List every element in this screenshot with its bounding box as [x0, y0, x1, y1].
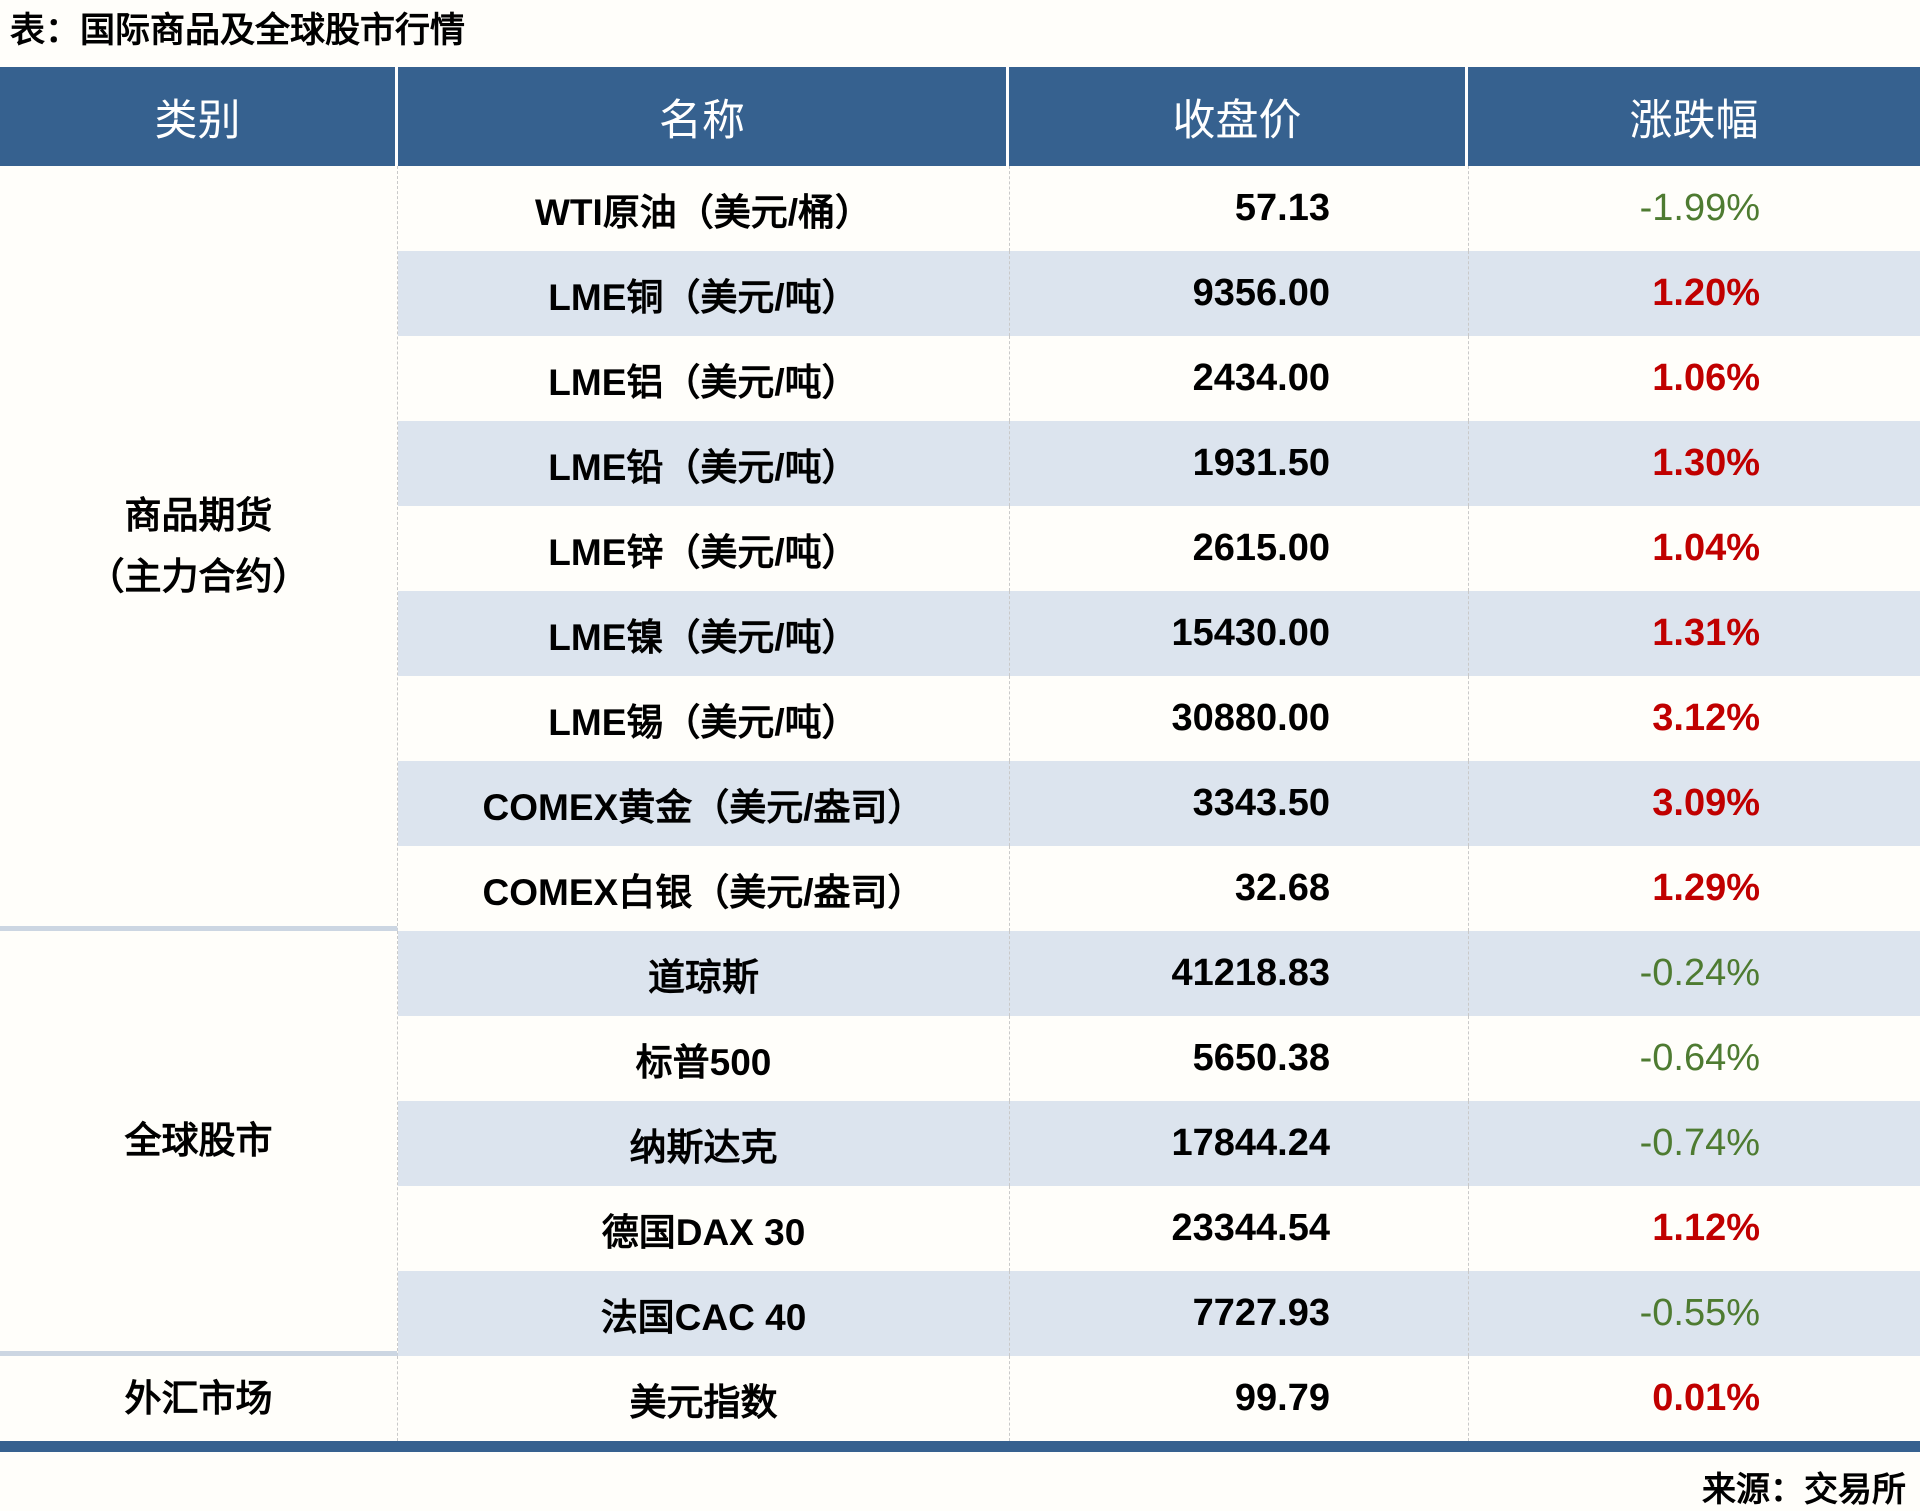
- header-category: 类别: [0, 67, 398, 166]
- table-header-row: 类别 名称 收盘价 涨跌幅: [0, 67, 1920, 166]
- table-row: LME锌（美元/吨） 2615.00 1.04%: [398, 506, 1920, 591]
- change-pct: 0.01%: [1468, 1356, 1920, 1441]
- table-row: LME镍（美元/吨） 15430.00 1.31%: [398, 591, 1920, 676]
- close-price: 32.68: [1009, 846, 1468, 931]
- close-price: 57.13: [1009, 166, 1468, 251]
- instrument-name: LME铅（美元/吨）: [548, 446, 859, 488]
- header-name: 名称: [398, 67, 1009, 166]
- change-pct: -0.64%: [1468, 1016, 1920, 1101]
- category-cell: 外汇市场: [0, 1356, 398, 1441]
- header-change-pct: 涨跌幅: [1629, 97, 1759, 145]
- table-row: LME铝（美元/吨） 2434.00 1.06%: [398, 336, 1920, 421]
- table-row: 标普500 5650.38 -0.64%: [398, 1016, 1920, 1101]
- category-cell: 全球股市: [0, 931, 398, 1356]
- change-pct: -0.24%: [1468, 931, 1920, 1016]
- change-pct: 1.29%: [1468, 846, 1920, 931]
- close-price: 17844.24: [1009, 1101, 1468, 1186]
- table-row: LME铅（美元/吨） 1931.50 1.30%: [398, 421, 1920, 506]
- instrument-name: LME铝（美元/吨）: [548, 361, 859, 403]
- close-price: 3343.50: [1009, 761, 1468, 846]
- instrument-name: COMEX白银（美元/盎司）: [482, 871, 925, 913]
- instrument-name: 美元指数: [629, 1381, 778, 1423]
- table-row: WTI原油（美元/桶） 57.13 -1.99%: [398, 166, 1920, 251]
- rows-column: WTI原油（美元/桶） 57.13 -1.99% LME铜（美元/吨） 9356.00 1…: [398, 166, 1920, 1441]
- table-title: 表：国际商品及全球股市行情: [10, 11, 466, 50]
- table-row: LME铜（美元/吨） 9356.00 1.20%: [398, 251, 1920, 336]
- instrument-name: LME锡（美元/吨）: [548, 701, 859, 743]
- close-price: 7727.93: [1009, 1271, 1468, 1356]
- instrument-name: LME镍（美元/吨）: [548, 616, 859, 658]
- instrument-name: 纳斯达克: [629, 1126, 778, 1168]
- change-pct: 1.30%: [1468, 421, 1920, 506]
- instrument-name: WTI原油（美元/桶）: [534, 191, 873, 233]
- close-price: 15430.00: [1009, 591, 1468, 676]
- instrument-name: 德国DAX 30: [601, 1211, 806, 1253]
- close-price: 1931.50: [1009, 421, 1468, 506]
- close-price: 23344.54: [1009, 1186, 1468, 1271]
- change-pct: 1.20%: [1468, 251, 1920, 336]
- category-cell: 商品期货 （主力合约）: [0, 166, 398, 931]
- close-price: 5650.38: [1009, 1016, 1468, 1101]
- instrument-name: 道琼斯: [648, 956, 759, 998]
- table-row: COMEX白银（美元/盎司） 32.68 1.29%: [398, 846, 1920, 931]
- close-price: 2434.00: [1009, 336, 1468, 421]
- table-row: 法国CAC 40 7727.93 -0.55%: [398, 1271, 1920, 1356]
- table-row: 德国DAX 30 23344.54 1.12%: [398, 1186, 1920, 1271]
- table-row: COMEX黄金（美元/盎司） 3343.50 3.09%: [398, 761, 1920, 846]
- source-note: 来源：交易所: [1702, 1471, 1906, 1509]
- table-row: LME锡（美元/吨） 30880.00 3.12%: [398, 676, 1920, 761]
- table-row: 道琼斯 41218.83 -0.24%: [398, 931, 1920, 1016]
- change-pct: 1.31%: [1468, 591, 1920, 676]
- table-row: 美元指数 99.79 0.01%: [398, 1356, 1920, 1441]
- change-pct: 1.12%: [1468, 1186, 1920, 1271]
- instrument-name: LME铜（美元/吨）: [548, 276, 859, 318]
- instrument-name: LME锌（美元/吨）: [548, 531, 859, 573]
- close-price: 99.79: [1009, 1356, 1468, 1441]
- instrument-name: COMEX黄金（美元/盎司）: [482, 786, 925, 828]
- change-pct: 1.06%: [1468, 336, 1920, 421]
- change-pct: -0.74%: [1468, 1101, 1920, 1186]
- change-pct: -0.55%: [1468, 1271, 1920, 1356]
- close-price: 30880.00: [1009, 676, 1468, 761]
- instrument-name: 法国CAC 40: [600, 1296, 807, 1338]
- change-pct: -1.99%: [1468, 166, 1920, 251]
- change-pct: 1.04%: [1468, 506, 1920, 591]
- table-row: 纳斯达克 17844.24 -0.74%: [398, 1101, 1920, 1186]
- category-column: 商品期货 （主力合约） 全球股市 外汇市场: [0, 166, 398, 1441]
- close-price: 2615.00: [1009, 506, 1468, 591]
- market-table: 类别 名称 收盘价 涨跌幅 商品期货 （主力合约） 全球股市 外汇市场 WTI原油（…: [0, 67, 1920, 1441]
- close-price: 41218.83: [1009, 931, 1468, 1016]
- change-pct: 3.12%: [1468, 676, 1920, 761]
- header-close-price: 收盘价: [1009, 67, 1468, 166]
- table-bottom-border: [0, 1441, 1920, 1452]
- instrument-name: 标普500: [635, 1041, 772, 1083]
- change-pct: 3.09%: [1468, 761, 1920, 846]
- table-body: 商品期货 （主力合约） 全球股市 外汇市场 WTI原油（美元/桶） 57.13 -1.9…: [0, 166, 1920, 1441]
- close-price: 9356.00: [1009, 251, 1468, 336]
